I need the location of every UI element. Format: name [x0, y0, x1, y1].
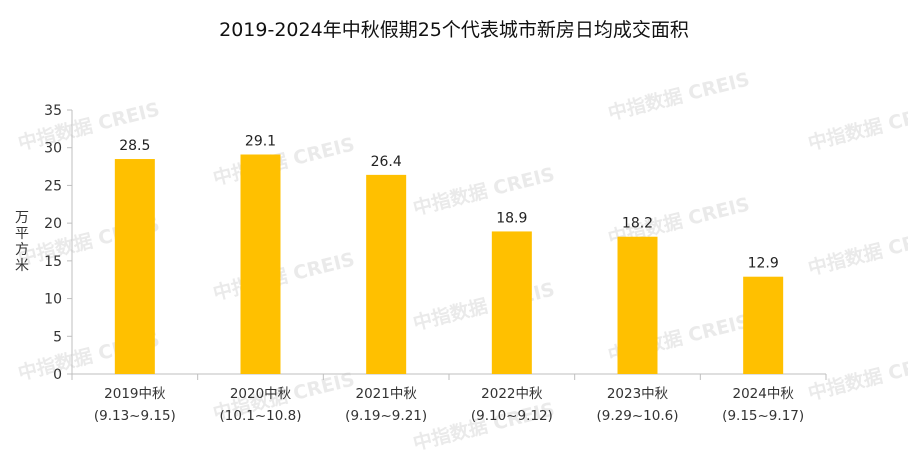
x-tick-label: 2023中秋	[607, 386, 669, 402]
y-tick-label: 0	[53, 367, 62, 383]
x-axis-labels: 2019中秋 (9.13~9.15) 2020中秋 (10.1~10.8) 2021中秋…	[94, 386, 804, 424]
bar	[240, 154, 281, 374]
watermark-text: 中指数据 CREIS	[806, 97, 908, 154]
x-tick-date-label: (9.29~10.6)	[597, 408, 679, 424]
data-label: 29.1	[245, 134, 276, 150]
watermark-text: 中指数据 CREIS	[806, 347, 908, 404]
x-tick-date-label: (9.15~9.17)	[722, 408, 804, 424]
x-tick-date-label: (9.13~9.15)	[94, 408, 176, 424]
y-label-char: 方	[15, 242, 29, 258]
y-axis-ticks: 0 5 10 15 20 25 30 35	[44, 103, 72, 383]
data-label: 26.4	[371, 154, 402, 170]
x-tick-date-label: (10.1~10.8)	[220, 408, 302, 424]
x-tick-label: 2020中秋	[230, 386, 292, 402]
watermark-text: 中指数据 CREIS	[806, 222, 908, 279]
bar	[366, 174, 407, 374]
x-tick-label: 2021中秋	[355, 386, 417, 402]
watermark-text: 中指数据 CREIS	[606, 67, 752, 124]
y-tick-label: 20	[44, 216, 62, 232]
watermark-text: 中指数据 CREIS	[211, 132, 357, 189]
watermark-text: 中指数据 CREIS	[211, 247, 357, 304]
y-tick-label: 25	[44, 178, 62, 194]
y-label-char: 万	[15, 210, 29, 226]
data-labels: 28.5 29.1 26.4 18.9 18.2 12.9	[119, 134, 779, 272]
y-tick-label: 5	[53, 329, 62, 345]
y-tick-label: 30	[44, 141, 62, 157]
bars	[114, 154, 784, 374]
y-tick-label: 10	[44, 292, 62, 308]
chart-title: 2019-2024年中秋假期25个代表城市新房日均成交面积	[219, 19, 689, 41]
bar	[617, 236, 658, 374]
data-label: 18.9	[496, 210, 527, 226]
axes	[71, 110, 827, 380]
x-tick-date-label: (9.10~9.12)	[471, 408, 553, 424]
x-tick-label: 2022中秋	[481, 386, 543, 402]
x-tick-label: 2024中秋	[732, 386, 794, 402]
bar	[114, 159, 155, 374]
bar	[491, 231, 532, 374]
watermark-text: 中指数据 CREIS	[411, 277, 557, 334]
y-label-char: 米	[15, 258, 29, 274]
watermark-text: 中指数据 CREIS	[411, 397, 557, 454]
watermark-text: 中指数据 CREIS	[411, 162, 557, 219]
data-label: 12.9	[748, 256, 779, 272]
y-tick-label: 35	[44, 103, 62, 119]
y-tick-label: 15	[44, 254, 62, 270]
data-label: 28.5	[119, 138, 150, 154]
y-label-char: 平	[15, 226, 29, 242]
bar	[743, 276, 784, 374]
x-tick-date-label: (9.19~9.21)	[345, 408, 427, 424]
x-tick-label: 2019中秋	[104, 386, 166, 402]
data-label: 18.2	[622, 216, 653, 232]
